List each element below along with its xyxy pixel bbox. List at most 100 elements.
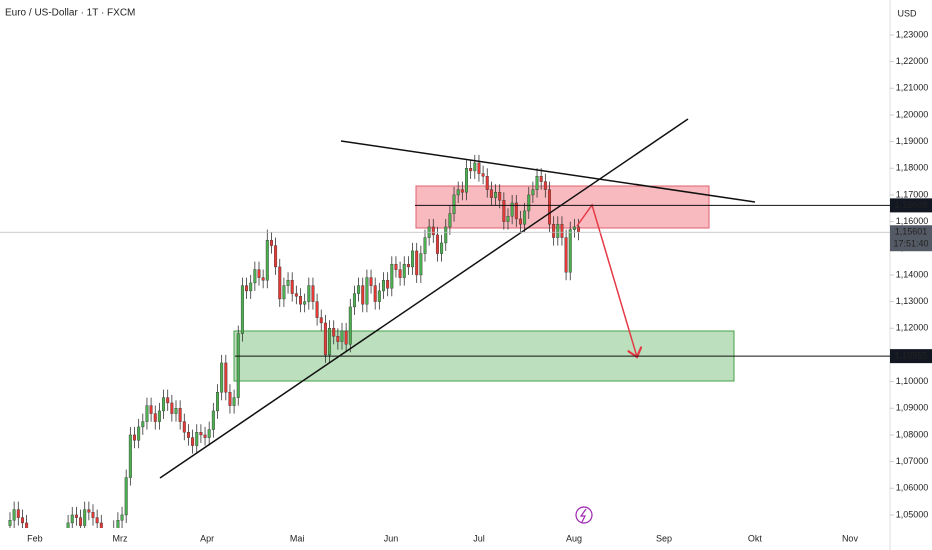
candle-body — [535, 176, 539, 190]
candle-body — [510, 202, 514, 217]
candle-body — [560, 224, 564, 238]
candle-body — [8, 520, 12, 526]
candle-body — [25, 522, 29, 528]
candle-body — [440, 242, 444, 254]
candle-body — [365, 277, 369, 305]
candle-body — [128, 434, 132, 478]
y-tick-label: 1,05000 — [896, 509, 929, 519]
y-tick-label: 1,13000 — [896, 296, 929, 306]
candle-body — [265, 240, 269, 281]
candle-body — [506, 216, 510, 222]
x-tick-label: Jun — [384, 533, 399, 543]
candle-body — [352, 293, 356, 308]
candle-body — [16, 509, 20, 518]
candle-body — [548, 189, 551, 225]
candle-body — [166, 397, 170, 404]
candle-body — [319, 317, 323, 324]
candle-body — [514, 202, 518, 220]
candle-body — [402, 264, 406, 278]
candle-body — [174, 408, 178, 414]
candle-body — [357, 285, 361, 294]
price-label: 1,10955 — [895, 351, 928, 361]
candle-body — [502, 200, 506, 222]
candle-body — [323, 322, 327, 356]
candle-body — [303, 301, 307, 305]
candle-body — [315, 301, 319, 318]
candle-body — [157, 410, 161, 422]
candle-body — [195, 432, 199, 446]
x-tick-label: Okt — [748, 533, 763, 543]
candle-body — [332, 328, 336, 337]
candle-body — [220, 362, 224, 393]
candle-body — [211, 410, 215, 430]
y-tick-label: 1,20000 — [896, 109, 929, 119]
x-tick-label: Mai — [290, 533, 305, 543]
candle-body — [66, 522, 70, 528]
trendline — [340, 140, 756, 203]
candle-body — [460, 189, 464, 193]
x-tick-label: Sep — [656, 533, 672, 543]
candle-body — [411, 250, 415, 268]
candle-body — [274, 245, 278, 268]
candle-body — [299, 296, 302, 305]
candle-body — [572, 226, 576, 230]
candle-body — [328, 328, 332, 356]
candle-body — [137, 426, 141, 441]
candle-body — [539, 176, 543, 182]
candle-body — [99, 522, 103, 528]
candle-body — [336, 336, 340, 342]
y-tick-label: 1,17000 — [896, 189, 929, 199]
candle-body — [448, 213, 452, 228]
price-axis — [890, 0, 932, 550]
drawings — [159, 118, 756, 524]
x-tick-label: Apr — [200, 533, 214, 543]
candle-body — [91, 512, 95, 518]
candle-body — [116, 520, 120, 528]
candle-body — [282, 285, 286, 300]
candle-body — [232, 397, 236, 406]
candle-body — [95, 517, 99, 524]
candle-body — [377, 290, 381, 302]
candle-body — [178, 408, 182, 422]
x-tick-label: Aug — [566, 533, 582, 543]
y-tick-label: 1,10000 — [896, 376, 929, 386]
candle-body — [186, 432, 190, 438]
candle-body — [527, 194, 531, 212]
candle-body — [133, 434, 136, 441]
price-label-box — [890, 198, 932, 213]
candle-body — [456, 189, 460, 196]
candle-body — [543, 181, 547, 190]
candle-body — [286, 280, 290, 286]
candle-body — [361, 285, 365, 305]
candle-body — [199, 432, 203, 436]
candle-body — [83, 509, 87, 526]
candle-body — [74, 514, 78, 518]
candle-body — [294, 293, 298, 297]
y-tick-label: 1,23000 — [896, 29, 929, 39]
y-tick-label: 1,08000 — [896, 429, 929, 439]
candle-body — [373, 285, 377, 302]
candle-body — [469, 168, 473, 172]
candle-body — [145, 405, 149, 422]
candle-body — [153, 413, 157, 422]
candle-body — [423, 237, 427, 254]
candle-body — [518, 218, 522, 225]
y-tick-label: 1,21000 — [896, 83, 929, 93]
countdown-label: 17:51:40 — [893, 239, 928, 249]
candle-body — [552, 224, 556, 238]
candle-body — [465, 168, 468, 193]
candle-body — [203, 434, 207, 438]
candle-body — [348, 306, 352, 345]
candle-body — [386, 280, 390, 289]
candle-body — [240, 285, 244, 334]
candle-body — [290, 280, 294, 294]
candle-body — [477, 162, 481, 174]
y-tick-label: 1,18000 — [896, 163, 929, 173]
y-tick-label: 1,16000 — [896, 216, 929, 226]
y-tick-label: 1,14000 — [896, 269, 929, 279]
candle-body — [494, 192, 498, 198]
candle-body — [253, 269, 257, 284]
candle-body — [249, 282, 253, 292]
